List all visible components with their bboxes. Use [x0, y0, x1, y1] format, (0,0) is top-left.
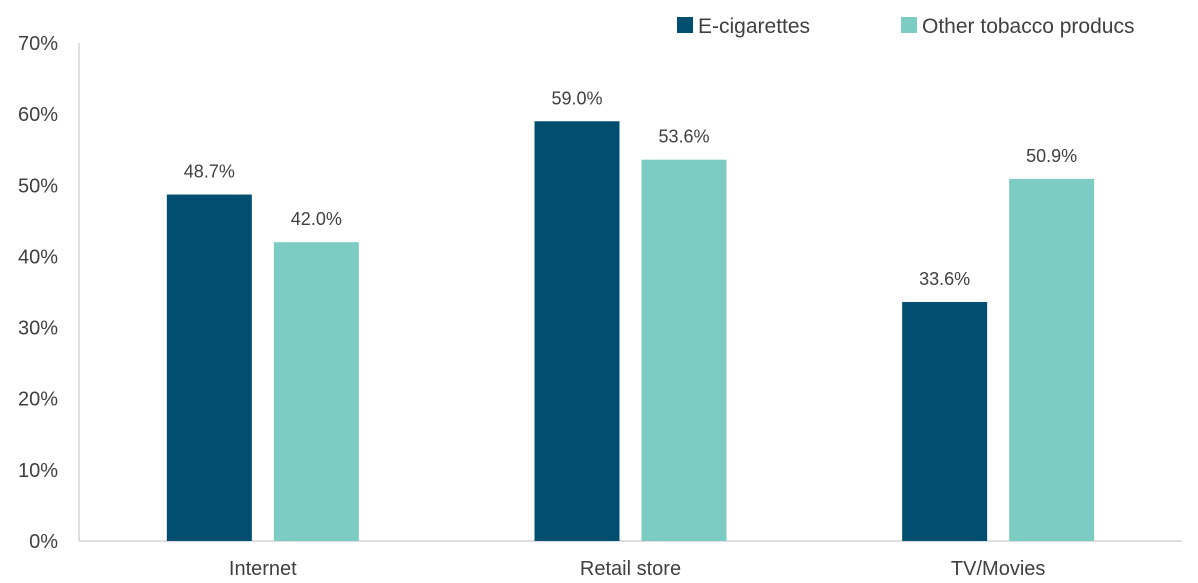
y-tick-label: 30% — [18, 318, 58, 340]
bar-e-cigarettes — [166, 194, 252, 541]
y-tick-label: 20% — [18, 389, 58, 411]
data-label: 59.0% — [551, 88, 602, 108]
category-label: Internet — [229, 558, 297, 580]
bar-other-tobacco — [641, 159, 727, 541]
bar-other-tobacco — [1009, 178, 1095, 541]
y-tick-label: 60% — [18, 104, 58, 126]
legend-swatch-e-cigarettes — [677, 17, 693, 33]
category-label: TV/Movies — [951, 558, 1045, 580]
legend-swatch-other-tobacco — [901, 17, 917, 33]
y-tick-label: 70% — [18, 33, 58, 55]
data-labels: 48.7% 42.0% 59.0% 53.6% 33.6% 50.9% — [184, 88, 1077, 289]
data-label: 42.0% — [291, 209, 342, 229]
data-label: 33.6% — [919, 269, 970, 289]
legend-label-other-tobacco: Other tobacco producs — [922, 15, 1134, 38]
category-labels: Internet Retail store TV/Movies — [229, 558, 1045, 580]
bar-e-cigarettes — [534, 121, 620, 541]
data-label: 53.6% — [658, 127, 709, 147]
y-tick-labels: 0% 10% 20% 30% 40% 50% 60% 70% — [18, 33, 58, 553]
data-label: 50.9% — [1026, 146, 1077, 166]
y-axis: 0% 10% 20% 30% 40% 50% 60% 70% — [18, 33, 80, 553]
bar-e-cigarettes — [902, 301, 988, 541]
data-label: 48.7% — [184, 162, 235, 182]
y-tick-label: 10% — [18, 460, 58, 482]
y-tick-label: 40% — [18, 246, 58, 268]
legend-label-e-cigarettes: E-cigarettes — [698, 15, 810, 38]
bars — [166, 121, 1095, 541]
y-tick-label: 50% — [18, 175, 58, 197]
bar-other-tobacco — [273, 242, 359, 541]
x-axis: Internet Retail store TV/Movies — [79, 540, 1182, 580]
category-label: Retail store — [580, 558, 681, 580]
legend: E-cigarettes Other tobacco producs — [677, 15, 1134, 38]
y-tick-label: 0% — [29, 531, 58, 553]
